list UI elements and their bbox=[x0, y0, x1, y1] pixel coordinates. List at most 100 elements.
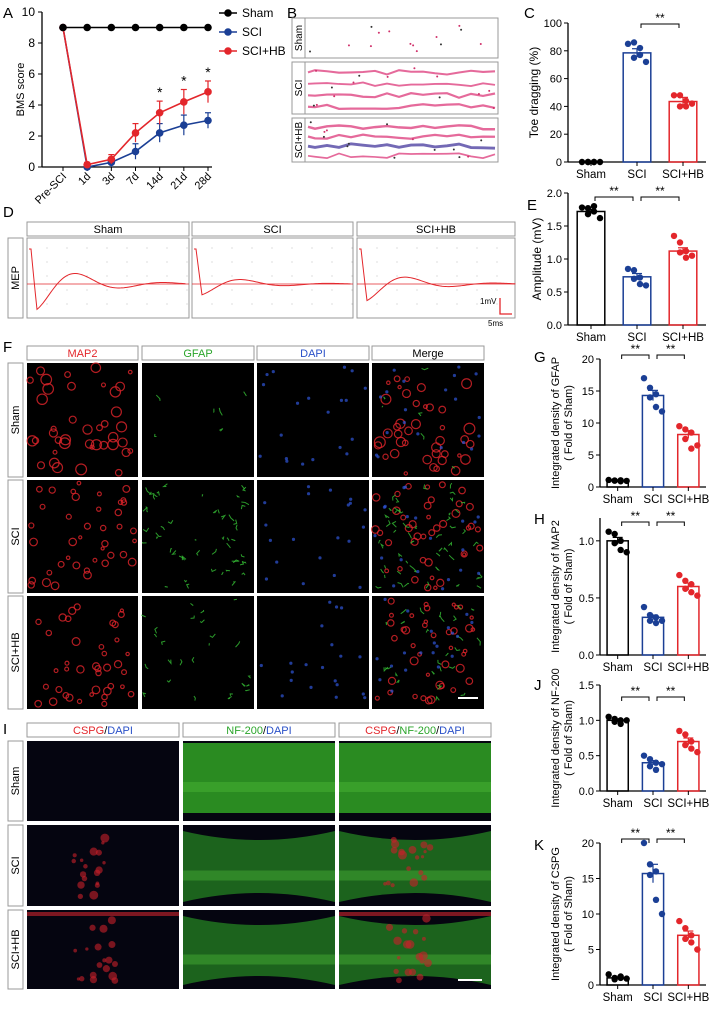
neuron-signal bbox=[101, 559, 109, 568]
cspg-signal bbox=[73, 948, 78, 953]
astrocyte-signal bbox=[190, 615, 195, 619]
neuron-signal bbox=[457, 453, 462, 458]
astrocyte-signal bbox=[155, 532, 162, 538]
grid-dot bbox=[456, 303, 458, 305]
grid-dot bbox=[496, 261, 498, 263]
data-point bbox=[682, 254, 690, 261]
nucleus-signal bbox=[429, 629, 433, 633]
neuron-signal bbox=[397, 566, 403, 572]
nucleus-signal bbox=[414, 516, 418, 520]
grid-dot bbox=[66, 303, 68, 305]
neuron-signal bbox=[388, 612, 394, 618]
nucleus-signal bbox=[459, 568, 463, 572]
cspg-signal bbox=[85, 947, 89, 951]
astrocyte-signal bbox=[421, 367, 429, 371]
cspg-signal bbox=[385, 923, 394, 931]
nucleus-signal bbox=[373, 534, 377, 538]
neuron-signal bbox=[411, 575, 419, 584]
astrocyte-signal bbox=[383, 564, 387, 569]
cspg-signal bbox=[422, 914, 431, 923]
drag-trace bbox=[307, 69, 496, 76]
cspg-signal bbox=[420, 855, 425, 859]
nucleus-signal bbox=[339, 654, 343, 658]
grid-dot bbox=[396, 275, 398, 277]
astrocyte-signal bbox=[476, 577, 481, 580]
cspg-signal bbox=[89, 847, 98, 856]
data-point bbox=[180, 121, 188, 129]
astrocyte-signal bbox=[375, 585, 382, 589]
paw-print bbox=[386, 123, 389, 126]
nucleus-signal bbox=[446, 578, 451, 582]
cspg-signal bbox=[89, 924, 96, 931]
footprint-image bbox=[291, 17, 499, 59]
astrocyte-signal bbox=[454, 647, 461, 652]
paw-print bbox=[309, 121, 312, 124]
significance-bracket bbox=[621, 696, 650, 701]
paw-print bbox=[393, 156, 396, 159]
grid-dot bbox=[231, 303, 233, 305]
y-tick-label: 40 bbox=[550, 101, 562, 113]
grid-dot bbox=[416, 275, 418, 277]
data-point bbox=[630, 267, 638, 274]
x-tick-label: Sham bbox=[576, 332, 606, 344]
row-label-box bbox=[7, 824, 24, 907]
grid-dot bbox=[331, 247, 333, 249]
column-header: Merge bbox=[412, 348, 443, 360]
nucleus-signal bbox=[406, 609, 410, 613]
astrocyte-signal bbox=[141, 542, 147, 544]
paw-print bbox=[333, 95, 336, 98]
cspg-signal bbox=[71, 858, 76, 864]
cspg-signal bbox=[79, 976, 85, 982]
grid-dot bbox=[331, 303, 333, 305]
astrocyte-signal bbox=[153, 633, 157, 638]
data-point bbox=[611, 976, 618, 983]
neuron-signal bbox=[461, 552, 467, 557]
paw-print bbox=[452, 148, 455, 151]
nucleus-signal bbox=[363, 508, 367, 512]
grid-dot bbox=[86, 303, 88, 305]
x-tick-label: SCI bbox=[643, 662, 662, 674]
neuron-signal bbox=[34, 699, 43, 708]
astrocyte-signal bbox=[152, 493, 156, 500]
paw-print bbox=[458, 24, 461, 27]
astrocyte-signal bbox=[166, 679, 172, 683]
nucleus-signal bbox=[328, 488, 333, 492]
x-tick-label: 14d bbox=[144, 171, 165, 192]
data-point bbox=[611, 539, 618, 547]
cspg-signal bbox=[94, 943, 102, 951]
astrocyte-signal bbox=[393, 529, 397, 533]
neuron-signal bbox=[35, 366, 46, 376]
grid-dot bbox=[476, 261, 478, 263]
grid-dot bbox=[351, 247, 353, 249]
nucleus-signal bbox=[311, 458, 315, 462]
astrocyte-signal bbox=[478, 573, 483, 579]
neuron-signal bbox=[58, 613, 67, 622]
neuron-signal bbox=[127, 690, 135, 698]
legend-marker bbox=[224, 47, 232, 55]
cspg-signal bbox=[405, 940, 415, 949]
cspg-signal bbox=[424, 959, 432, 967]
row-label: SCI bbox=[10, 527, 22, 545]
data-point bbox=[59, 23, 67, 32]
neuron-signal bbox=[387, 676, 397, 686]
neuron-signal bbox=[64, 666, 70, 672]
neuron-signal bbox=[436, 578, 445, 588]
cspg-signal bbox=[420, 841, 428, 849]
drag-trace bbox=[307, 124, 496, 131]
neuron-signal bbox=[409, 656, 419, 666]
nucleus-signal bbox=[338, 445, 342, 450]
grid-dot bbox=[331, 261, 333, 263]
nucleus-signal bbox=[453, 397, 458, 401]
micrograph bbox=[257, 596, 369, 709]
astrocyte-signal bbox=[425, 581, 430, 589]
data-point bbox=[646, 861, 654, 868]
astrocyte-signal bbox=[226, 542, 231, 549]
astrocyte-signal bbox=[160, 525, 165, 531]
grid-dot bbox=[476, 275, 478, 277]
grid-dot bbox=[126, 261, 128, 263]
panel-d-mep: MEP Sham SCI SCI+HB 1mV 5ms bbox=[7, 221, 516, 328]
data-point bbox=[652, 759, 660, 766]
cspg-signal bbox=[416, 973, 424, 981]
neuron-signal bbox=[119, 684, 125, 690]
header-segment: CSPG bbox=[365, 725, 396, 737]
